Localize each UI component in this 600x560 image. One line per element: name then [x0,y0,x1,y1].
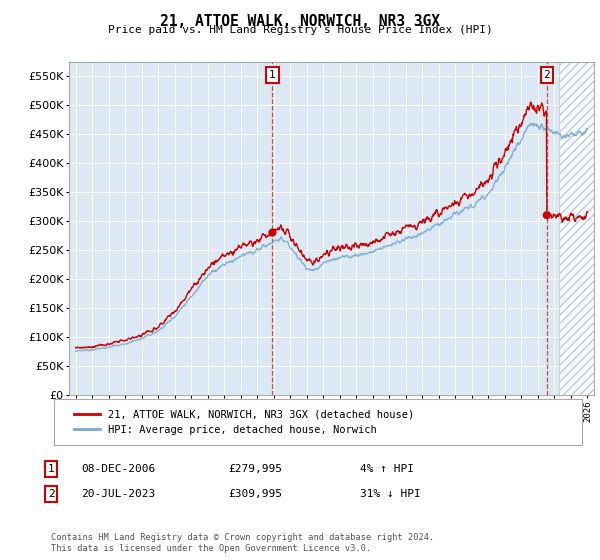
Text: 1: 1 [47,464,55,474]
Text: £309,995: £309,995 [228,489,282,499]
Text: 1: 1 [269,70,276,80]
Text: 08-DEC-2006: 08-DEC-2006 [81,464,155,474]
Text: 2: 2 [544,70,550,80]
Text: 21, ATTOE WALK, NORWICH, NR3 3GX: 21, ATTOE WALK, NORWICH, NR3 3GX [160,14,440,29]
Text: Price paid vs. HM Land Registry's House Price Index (HPI): Price paid vs. HM Land Registry's House … [107,25,493,35]
Bar [559,47,596,395]
Text: 31% ↓ HPI: 31% ↓ HPI [360,489,421,499]
Point [268,228,277,237]
Point [542,211,551,220]
Text: 2: 2 [47,489,55,499]
Text: Contains HM Land Registry data © Crown copyright and database right 2024.
This d: Contains HM Land Registry data © Crown c… [51,533,434,553]
Legend: 21, ATTOE WALK, NORWICH, NR3 3GX (detached house), HPI: Average price, detached : 21, ATTOE WALK, NORWICH, NR3 3GX (detach… [70,405,419,439]
Text: 20-JUL-2023: 20-JUL-2023 [81,489,155,499]
Text: 4% ↑ HPI: 4% ↑ HPI [360,464,414,474]
Text: £279,995: £279,995 [228,464,282,474]
